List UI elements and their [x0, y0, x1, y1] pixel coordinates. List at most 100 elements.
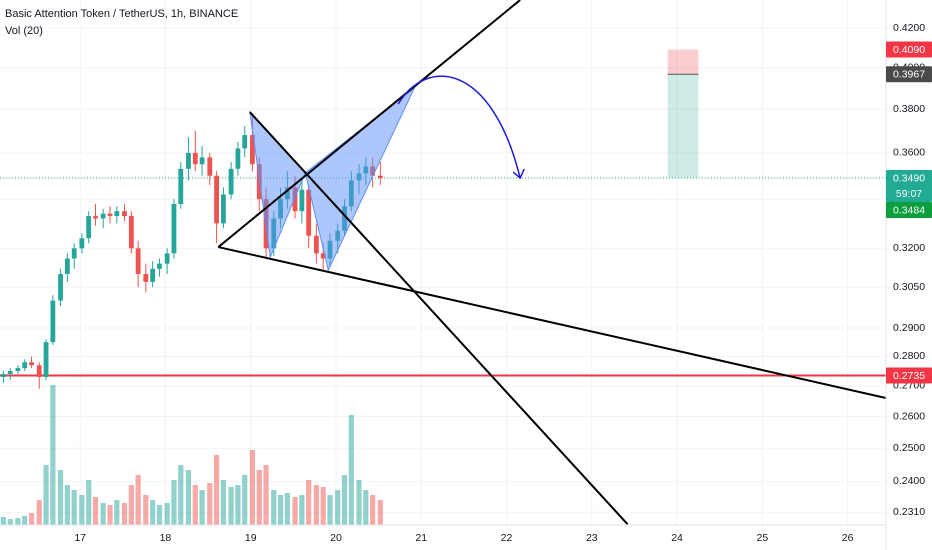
- volume-bar: [363, 490, 369, 525]
- volume-bar: [7, 519, 13, 525]
- volume-bar: [271, 490, 277, 525]
- candle-body: [15, 368, 21, 372]
- volume-bar: [228, 487, 234, 525]
- candle-body: [79, 238, 85, 249]
- y-tick-label: 0.2500: [893, 442, 925, 454]
- price-tag: [886, 170, 932, 203]
- candle-body: [71, 248, 77, 259]
- volume-bar: [143, 495, 149, 525]
- x-tick-label: 21: [415, 532, 427, 544]
- volume-bar: [171, 480, 177, 525]
- volume-bar: [50, 385, 56, 525]
- candle-body: [29, 362, 34, 366]
- volume-bar: [370, 495, 376, 525]
- volume-bar: [92, 497, 99, 525]
- volume-bar: [43, 465, 49, 525]
- candle-body: [100, 213, 106, 219]
- volume-bar: [284, 493, 290, 525]
- candle-body: [192, 152, 198, 165]
- x-tick-label: 25: [757, 532, 769, 544]
- volume-bar: [220, 480, 227, 525]
- candle-body: [150, 268, 156, 282]
- candle-body: [250, 135, 255, 165]
- x-tick-label: 26: [842, 532, 854, 544]
- volume-bar: [135, 475, 141, 525]
- candle-body: [207, 157, 213, 176]
- candle-body: [143, 274, 149, 282]
- candle-body: [50, 300, 56, 343]
- price-tag: [886, 41, 932, 58]
- candle-body: [221, 194, 226, 224]
- volume-bar: [213, 455, 220, 525]
- candle-body: [135, 248, 141, 275]
- x-tick-label: 19: [245, 532, 257, 544]
- volume-bar: [86, 480, 92, 525]
- volume-bar: [235, 485, 241, 525]
- grid: [0, 0, 886, 525]
- axes: 0.42000.40000.38000.36000.34000.32000.30…: [74, 22, 932, 544]
- plot-area: [0, 0, 886, 525]
- y-tick-label: 0.2310: [893, 506, 925, 518]
- x-tick-label: 22: [501, 532, 513, 544]
- price-tag: [886, 202, 932, 219]
- y-tick-label: 0.2600: [893, 410, 925, 422]
- y-tick-label: 0.3050: [893, 281, 925, 293]
- volume-bar: [327, 495, 333, 525]
- price-tag-label: 0.3490: [893, 172, 925, 184]
- position-reward-zone: [667, 74, 699, 179]
- volume-bar: [79, 495, 85, 525]
- position-risk-zone: [667, 49, 699, 75]
- candle-body: [228, 168, 234, 195]
- candle-body: [320, 253, 326, 259]
- trend-line: [217, 0, 521, 248]
- candle-body: [242, 135, 248, 149]
- volume-bar: [15, 518, 21, 525]
- x-tick-label: 18: [160, 532, 172, 544]
- price-tag-label: 0.4090: [893, 44, 925, 56]
- candle-body: [122, 211, 127, 217]
- trend-line: [218, 246, 886, 399]
- candle-body: [58, 274, 63, 301]
- candle-body: [1, 374, 6, 377]
- volume-bar: [71, 490, 77, 525]
- x-tick-label: 20: [330, 532, 342, 544]
- volume-bar: [199, 490, 205, 525]
- candle-body: [128, 216, 134, 249]
- candle-body: [64, 258, 70, 275]
- candle-body: [7, 371, 13, 375]
- candle-body: [22, 362, 28, 369]
- volume-bar: [277, 495, 284, 525]
- y-tick-label: 0.2400: [893, 475, 925, 487]
- volume-bar: [341, 475, 348, 525]
- trend-line: [249, 111, 629, 525]
- candle-body: [86, 216, 92, 239]
- volume-bar: [0, 517, 7, 525]
- x-tick-label: 23: [586, 532, 598, 544]
- y-tick-label: 0.2800: [893, 350, 925, 362]
- chart-title: Basic Attention Token / TetherUS, 1h, BI…: [5, 8, 238, 20]
- candle-body: [164, 253, 170, 264]
- volume-bar: [207, 483, 213, 525]
- volume-bar: [100, 503, 106, 525]
- y-tick-label: 0.2900: [893, 322, 925, 334]
- volume-bar: [313, 485, 319, 525]
- volume-bar: [348, 415, 354, 525]
- price-tag: [886, 367, 932, 384]
- price-tag-label: 0.3484: [893, 204, 925, 216]
- volume-bar: [335, 490, 341, 525]
- volume-bar: [36, 500, 42, 525]
- price-tag: [886, 66, 932, 83]
- volume-bar: [57, 470, 64, 525]
- price-tag-label: 0.3967: [893, 69, 925, 81]
- volume-bar: [242, 475, 248, 525]
- y-tick-label: 0.3200: [893, 242, 925, 254]
- volume-bar: [320, 487, 326, 525]
- volume-bar: [256, 470, 262, 525]
- candle-body: [157, 263, 162, 269]
- volume-bar: [178, 465, 184, 525]
- y-tick-label: 0.3800: [893, 103, 925, 115]
- volume-bar: [299, 495, 305, 525]
- volume-bar: [64, 485, 70, 525]
- volume-bar: [185, 470, 192, 525]
- volume-bar: [150, 500, 156, 525]
